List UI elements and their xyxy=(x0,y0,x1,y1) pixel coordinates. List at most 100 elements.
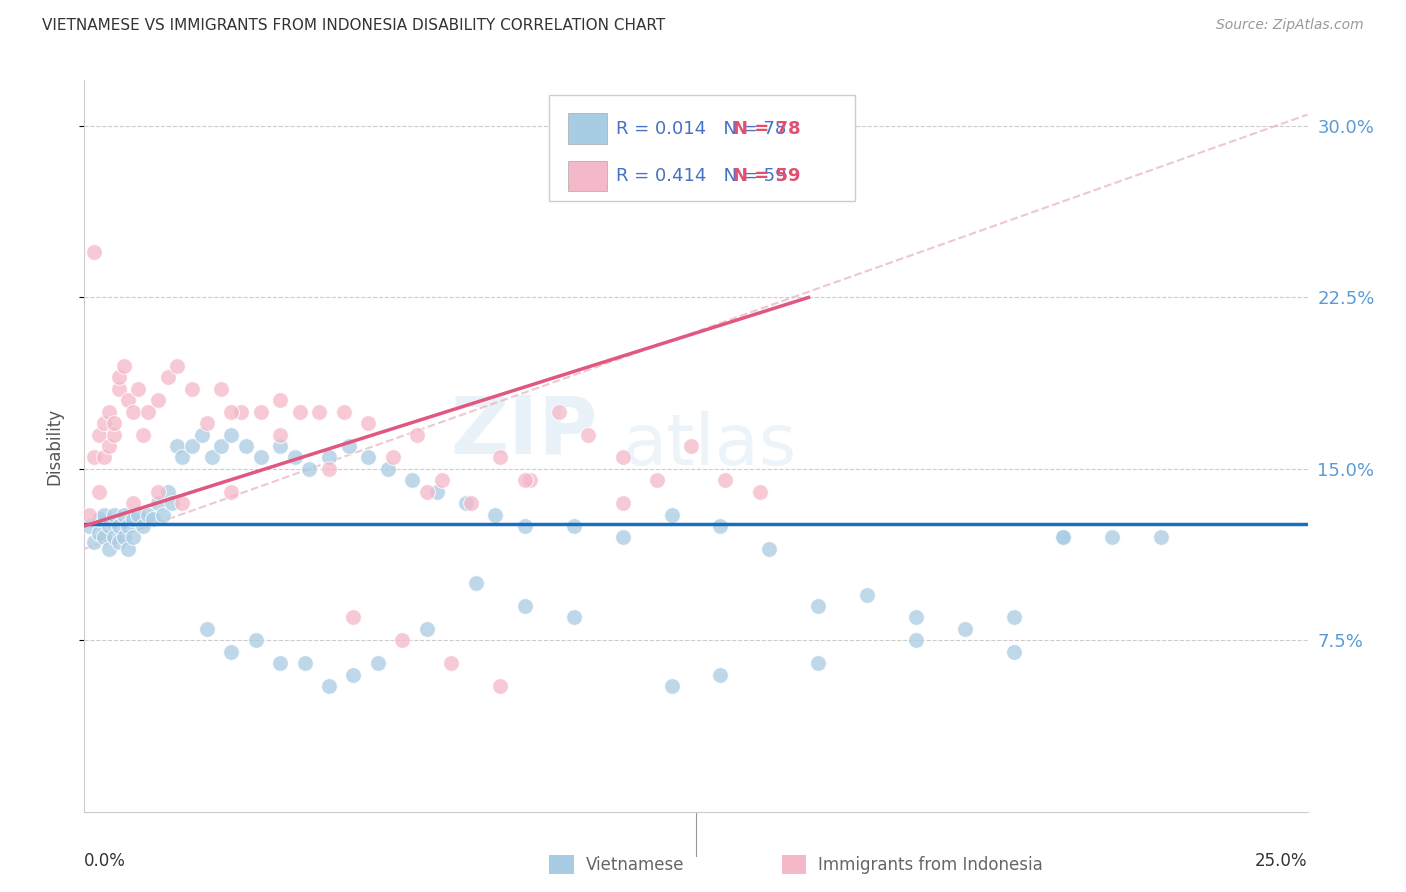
Point xyxy=(117,541,139,556)
Point xyxy=(513,519,536,533)
Point xyxy=(107,535,129,549)
Point xyxy=(107,382,129,396)
Point xyxy=(1002,645,1025,659)
Point xyxy=(107,370,129,384)
Point xyxy=(489,450,512,465)
Point xyxy=(112,530,135,544)
Point xyxy=(136,405,159,419)
Point xyxy=(112,359,135,373)
Point xyxy=(142,512,165,526)
Point xyxy=(229,405,252,419)
Point xyxy=(127,382,149,396)
Point xyxy=(1052,530,1074,544)
Point xyxy=(181,382,204,396)
Text: 0.0%: 0.0% xyxy=(84,852,127,870)
Point xyxy=(709,519,731,533)
FancyBboxPatch shape xyxy=(550,855,574,874)
Point xyxy=(391,633,413,648)
Point xyxy=(318,462,340,476)
Point xyxy=(191,427,214,442)
Point xyxy=(416,484,439,499)
Point xyxy=(645,473,668,487)
FancyBboxPatch shape xyxy=(568,161,606,192)
Point xyxy=(146,496,169,510)
Y-axis label: Disability: Disability xyxy=(45,408,63,484)
Point xyxy=(342,667,364,681)
Point xyxy=(146,484,169,499)
Point xyxy=(87,484,110,499)
Point xyxy=(209,439,232,453)
Point xyxy=(367,656,389,670)
Point xyxy=(401,473,423,487)
Point xyxy=(612,496,634,510)
Point xyxy=(87,427,110,442)
Point xyxy=(97,405,120,419)
Point xyxy=(127,508,149,522)
Point xyxy=(426,484,449,499)
Point xyxy=(905,610,928,624)
Point xyxy=(83,450,105,465)
Point xyxy=(758,541,780,556)
Point xyxy=(219,427,242,442)
Point xyxy=(519,473,541,487)
Point xyxy=(132,519,155,533)
Point xyxy=(548,405,571,419)
Point xyxy=(357,416,380,430)
Text: R = 0.414   N = 59: R = 0.414 N = 59 xyxy=(616,167,787,186)
Point xyxy=(714,473,737,487)
Point xyxy=(1052,530,1074,544)
Text: Vietnamese: Vietnamese xyxy=(586,856,685,874)
Point xyxy=(661,679,683,693)
Text: R = 0.014   N = 78: R = 0.014 N = 78 xyxy=(616,120,787,137)
Point xyxy=(342,610,364,624)
Text: ZIP: ZIP xyxy=(451,392,598,470)
Point xyxy=(513,599,536,613)
Point xyxy=(77,519,100,533)
Point xyxy=(219,645,242,659)
Point xyxy=(440,656,463,670)
Point xyxy=(269,439,291,453)
Point xyxy=(166,359,188,373)
Point xyxy=(681,439,703,453)
Point xyxy=(709,667,731,681)
Point xyxy=(87,512,110,526)
Point xyxy=(807,656,830,670)
Point xyxy=(308,405,330,419)
Point xyxy=(298,462,321,476)
Point xyxy=(661,508,683,522)
Point xyxy=(1101,530,1123,544)
Point xyxy=(103,530,125,544)
Point xyxy=(97,439,120,453)
Point xyxy=(181,439,204,453)
Point xyxy=(103,427,125,442)
Point xyxy=(612,450,634,465)
Point xyxy=(83,535,105,549)
Point xyxy=(235,439,257,453)
Point xyxy=(200,450,222,465)
Point xyxy=(357,450,380,465)
Point xyxy=(318,679,340,693)
Point xyxy=(77,508,100,522)
Point xyxy=(337,439,360,453)
Point xyxy=(269,427,291,442)
Point xyxy=(146,393,169,408)
Point xyxy=(117,519,139,533)
Point xyxy=(288,405,311,419)
Point xyxy=(93,416,115,430)
Point xyxy=(156,484,179,499)
Point xyxy=(122,496,145,510)
Point xyxy=(513,473,536,487)
Point xyxy=(562,610,585,624)
Point xyxy=(381,450,404,465)
Point xyxy=(103,508,125,522)
Text: N = 59: N = 59 xyxy=(733,167,800,186)
Point xyxy=(249,405,271,419)
Point xyxy=(172,496,194,510)
Text: 25.0%: 25.0% xyxy=(1256,852,1308,870)
Point xyxy=(162,496,184,510)
Point xyxy=(1002,610,1025,624)
Point xyxy=(318,450,340,465)
Text: atlas: atlas xyxy=(623,411,797,481)
Point xyxy=(166,439,188,453)
Point xyxy=(93,450,115,465)
